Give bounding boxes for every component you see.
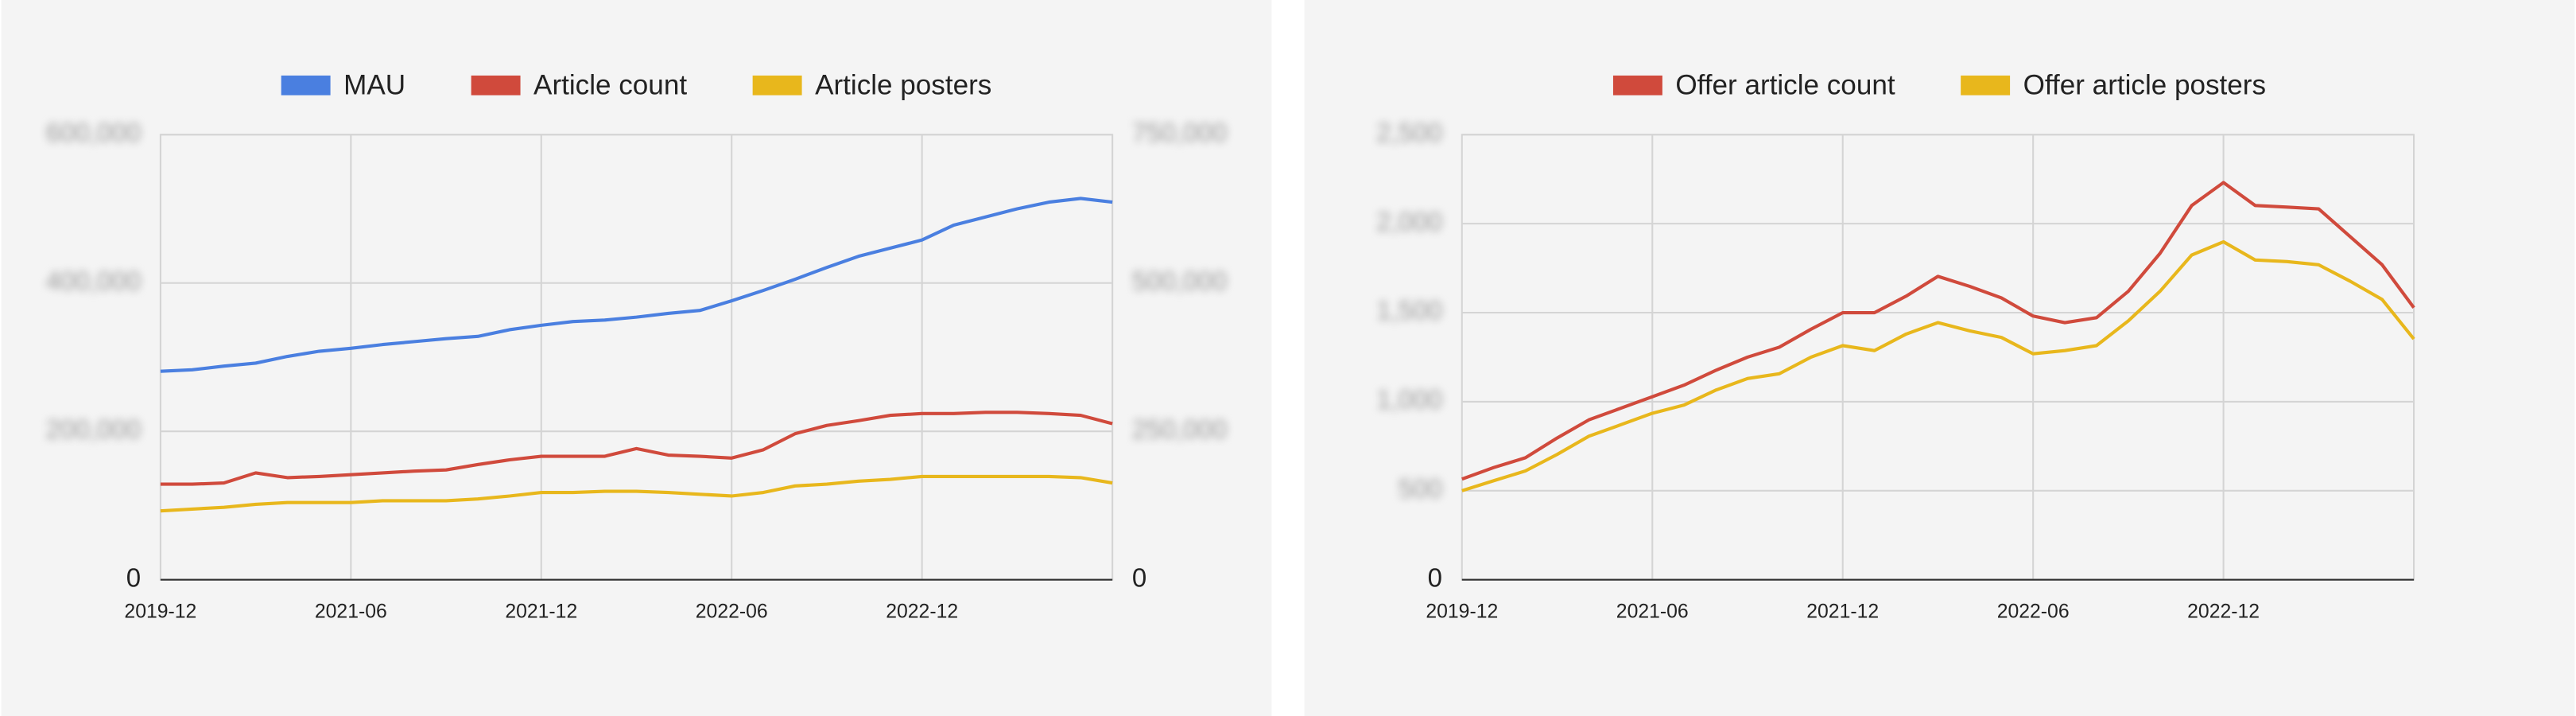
- legend-swatch: [1612, 75, 1662, 95]
- x-tick-label: 2021-06: [1616, 601, 1689, 623]
- x-tick-label: 2019-12: [124, 601, 196, 623]
- x-tick-label: 2022-12: [886, 601, 958, 623]
- x-tick-label: 2022-06: [696, 601, 768, 623]
- x-tick-label: 2021-06: [315, 601, 387, 623]
- panel: [1304, 0, 2575, 716]
- y-tick-label: 2,000: [1376, 207, 1442, 236]
- series-line: [160, 197, 1113, 373]
- legend-swatch: [471, 75, 521, 95]
- series-line: [160, 411, 1113, 486]
- series-line: [1461, 239, 2415, 492]
- legend-swatch: [1961, 75, 2011, 95]
- y-tick-label: 1,500: [1376, 296, 1442, 325]
- y2-tick-label: 750,000: [1132, 118, 1227, 147]
- y-tick-label: 0: [1428, 562, 1442, 592]
- x-tick-label: 2022-06: [1997, 601, 2070, 623]
- x-tick-label: 2022-12: [2187, 601, 2260, 623]
- y2-tick-label: 500,000: [1132, 266, 1227, 295]
- legend-label: Offer article posters: [2023, 70, 2266, 101]
- y-tick-label: 1,000: [1376, 385, 1442, 414]
- x-tick-label: 2021-12: [505, 601, 577, 623]
- legend-label: Article posters: [815, 70, 991, 101]
- y-tick-label: 600,000: [46, 118, 141, 147]
- legend-label: Offer article count: [1675, 70, 1895, 101]
- y-tick-label: 2,500: [1376, 118, 1442, 147]
- y-tick-label: 0: [126, 562, 141, 592]
- legend-label: MAU: [343, 70, 405, 101]
- y-tick-label: 400,000: [46, 266, 141, 295]
- y-tick-label: 200,000: [46, 414, 141, 444]
- panel: [1, 0, 1272, 716]
- legend-swatch: [752, 75, 802, 95]
- series-line: [1461, 181, 2415, 481]
- y2-tick-label: 0: [1132, 562, 1146, 592]
- y-tick-label: 500: [1399, 474, 1442, 504]
- series-line: [160, 474, 1113, 513]
- y2-tick-label: 250,000: [1132, 414, 1227, 444]
- x-tick-label: 2019-12: [1426, 601, 1498, 623]
- x-tick-label: 2021-12: [1806, 601, 1879, 623]
- legend-swatch: [281, 75, 331, 95]
- legend-label: Article count: [533, 70, 687, 101]
